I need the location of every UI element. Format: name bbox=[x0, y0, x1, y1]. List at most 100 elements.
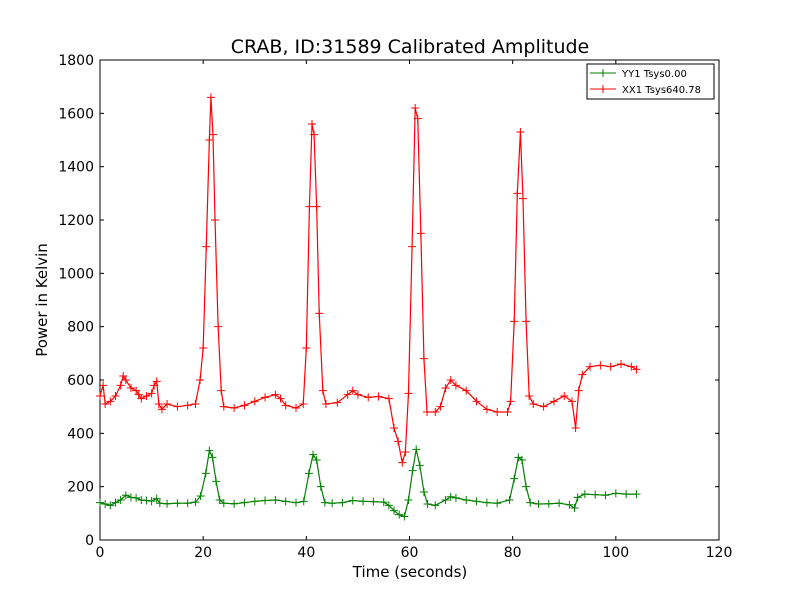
chart-title: CRAB, ID:31589 Calibrated Amplitude bbox=[231, 36, 590, 58]
y-tick-label: 600 bbox=[67, 373, 94, 389]
data-point-marker bbox=[423, 500, 432, 508]
data-point-marker bbox=[137, 394, 146, 403]
x-axis: 0 20 40 60 80 100 120 bbox=[96, 60, 732, 561]
data-point-marker bbox=[578, 370, 587, 379]
data-point-marker bbox=[96, 498, 104, 507]
data-point-marker bbox=[516, 128, 525, 136]
data-point-marker bbox=[132, 493, 141, 502]
data-point-marker bbox=[101, 400, 110, 408]
data-point-marker bbox=[240, 401, 249, 410]
data-point-marker bbox=[567, 397, 576, 406]
data-point-marker bbox=[116, 381, 125, 390]
data-point-marker bbox=[219, 402, 228, 411]
data-point-marker bbox=[462, 386, 471, 395]
data-point-marker bbox=[451, 381, 460, 390]
y-tick-label: 1600 bbox=[58, 106, 94, 122]
legend: YY1 Tsys0.00 XX1 Tsys640.78 bbox=[586, 63, 715, 100]
data-point-marker bbox=[419, 354, 428, 363]
y-tick-label: 1800 bbox=[58, 53, 94, 69]
data-point-marker bbox=[513, 189, 522, 198]
data-point-marker bbox=[191, 400, 200, 408]
data-point-marker bbox=[96, 392, 104, 400]
data-point-marker bbox=[309, 450, 318, 459]
data-point-marker bbox=[316, 482, 325, 491]
data-point-marker bbox=[312, 202, 321, 211]
data-point-marker bbox=[217, 386, 226, 395]
data-point-marker bbox=[394, 437, 403, 446]
data-point-marker bbox=[539, 402, 548, 411]
data-point-marker bbox=[299, 497, 308, 506]
data-point-marker bbox=[155, 499, 164, 508]
data-point-marker bbox=[333, 398, 342, 407]
data-point-marker bbox=[214, 322, 223, 331]
data-point-marker bbox=[411, 104, 420, 112]
data-point-marker bbox=[211, 216, 220, 224]
data-point-marker bbox=[271, 390, 280, 399]
data-point-marker bbox=[441, 496, 450, 504]
data-point-marker bbox=[152, 494, 161, 503]
legend-marker-xx1 bbox=[599, 85, 607, 93]
data-point-marker bbox=[106, 397, 115, 406]
y-axis: 0 200 400 600 800 1000 1200 1400 1600 1800 bbox=[58, 53, 719, 549]
data-point-marker bbox=[395, 510, 404, 519]
data-point-marker bbox=[616, 360, 625, 368]
data-point-marker bbox=[622, 490, 631, 499]
data-point-marker bbox=[401, 448, 410, 456]
legend-label-yy1: YY1 Tsys0.00 bbox=[621, 69, 687, 80]
axes-frame bbox=[99, 59, 720, 541]
data-point-marker bbox=[240, 498, 249, 507]
data-point-marker bbox=[627, 362, 636, 371]
data-point-marker bbox=[250, 397, 259, 406]
data-point-marker bbox=[196, 376, 205, 384]
data-point-marker bbox=[374, 392, 383, 401]
data-point-marker bbox=[183, 499, 192, 508]
data-point-marker bbox=[318, 386, 327, 395]
data-point-marker bbox=[261, 496, 270, 505]
data-point-marker bbox=[526, 498, 535, 507]
data-point-marker bbox=[591, 490, 600, 499]
data-point-marker bbox=[205, 136, 214, 144]
x-tick-label: 100 bbox=[602, 545, 629, 561]
data-point-marker bbox=[413, 114, 422, 123]
y-tick-label: 200 bbox=[67, 480, 94, 496]
data-point-marker bbox=[304, 469, 313, 478]
data-point-marker bbox=[632, 365, 641, 374]
data-point-marker bbox=[111, 392, 120, 400]
data-point-marker bbox=[451, 493, 460, 502]
data-point-marker bbox=[206, 93, 215, 102]
data-point-marker bbox=[305, 202, 314, 211]
x-tick-label: 0 bbox=[96, 545, 105, 561]
data-point-marker bbox=[250, 497, 259, 506]
data-point-marker bbox=[308, 120, 317, 128]
data-point-marker bbox=[111, 498, 120, 507]
data-point-marker bbox=[321, 400, 330, 408]
data-point-marker bbox=[518, 194, 527, 203]
data-point-marker bbox=[292, 404, 301, 412]
x-tick-label: 40 bbox=[297, 545, 315, 561]
data-point-marker bbox=[215, 496, 224, 504]
data-point-marker bbox=[173, 402, 182, 411]
data-point-marker bbox=[549, 397, 558, 406]
data-point-marker bbox=[261, 393, 270, 402]
data-point-marker bbox=[343, 390, 352, 399]
x-tick-label: 20 bbox=[194, 545, 212, 561]
data-point-marker bbox=[369, 497, 378, 506]
data-point-marker bbox=[315, 309, 324, 318]
series-layer bbox=[96, 93, 641, 521]
series-xx1 bbox=[96, 93, 641, 467]
data-point-marker bbox=[544, 499, 553, 508]
data-point-marker bbox=[472, 397, 481, 406]
data-point-marker bbox=[230, 404, 239, 412]
data-point-marker bbox=[379, 498, 388, 507]
x-tick-label: 60 bbox=[401, 545, 419, 561]
data-point-marker bbox=[601, 491, 610, 500]
data-point-marker bbox=[482, 405, 491, 414]
data-point-marker bbox=[529, 400, 538, 408]
data-point-marker bbox=[364, 393, 373, 402]
series-yy1 bbox=[96, 445, 641, 521]
data-point-marker bbox=[384, 501, 393, 510]
data-point-marker bbox=[384, 394, 393, 403]
data-point-marker bbox=[126, 384, 135, 392]
data-point-marker bbox=[441, 384, 450, 392]
